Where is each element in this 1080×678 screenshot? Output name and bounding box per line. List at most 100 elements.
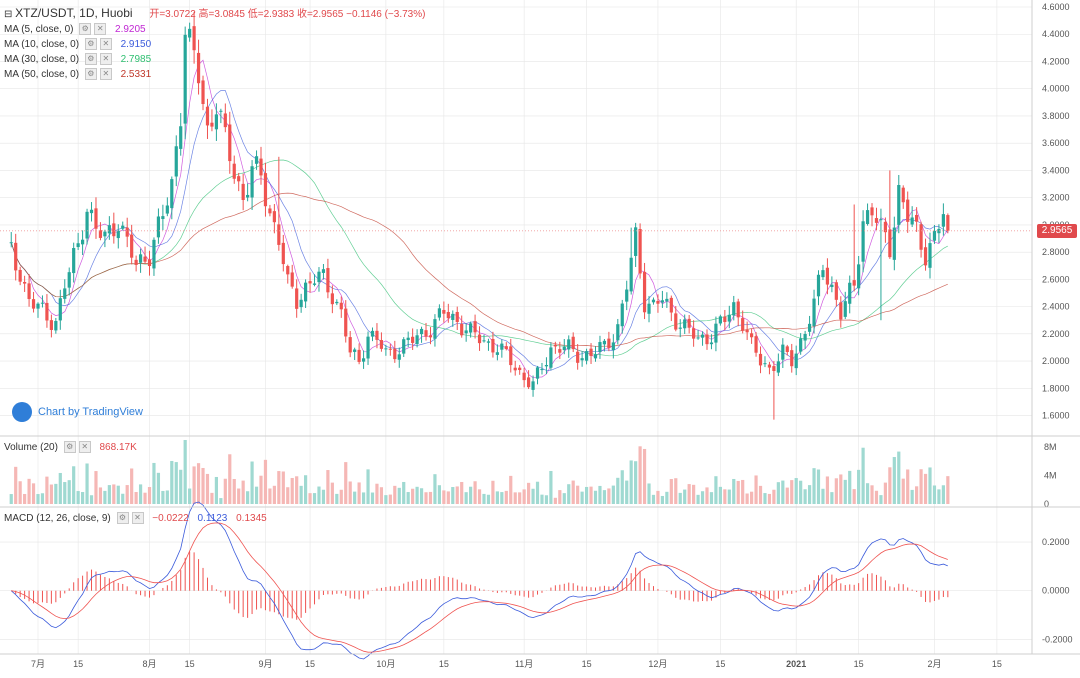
volume-bar <box>326 470 330 504</box>
volume-bar <box>638 446 642 504</box>
time-tick-label: 15 <box>73 659 83 669</box>
settings-icon[interactable]: ⚙ <box>63 441 76 454</box>
volume-bar <box>718 486 722 504</box>
volume-bar <box>130 468 134 504</box>
settings-icon[interactable]: ⚙ <box>84 53 97 66</box>
candle-body <box>535 367 540 379</box>
volume-bar <box>143 492 147 504</box>
candle-body <box>174 146 178 177</box>
volume-bar <box>339 489 343 504</box>
macd-line-value: 0.1123 <box>197 513 228 524</box>
volume-bar <box>692 484 696 504</box>
close-icon[interactable]: ✕ <box>99 68 112 81</box>
close-icon[interactable]: ✕ <box>131 512 144 525</box>
volume-bar <box>290 477 294 504</box>
macd-legend[interactable]: MACD (12, 26, close, 9) ⚙ ✕ −0.0222 0.112… <box>4 512 267 526</box>
ma-label: MA (10, close, 0) <box>4 39 80 50</box>
settings-icon[interactable]: ⚙ <box>79 23 92 36</box>
volume-tick-label: 8M <box>1044 442 1057 452</box>
candle-body <box>696 337 700 339</box>
candle-body <box>165 205 169 214</box>
candle-body <box>152 239 156 269</box>
macd-hist-value: −0.0222 <box>152 513 189 524</box>
collapse-icon[interactable]: ⊟ <box>4 9 13 20</box>
tradingview-brand[interactable]: Chart by TradingView <box>12 402 143 422</box>
candle-body <box>353 349 357 352</box>
close-icon[interactable]: ✕ <box>99 38 112 51</box>
candle-body <box>241 183 245 200</box>
volume-bar <box>63 482 67 504</box>
candle-body <box>370 330 375 337</box>
candle-body <box>344 308 348 337</box>
volume-bar <box>491 480 495 504</box>
volume-bar <box>170 460 174 504</box>
volume-bar <box>750 491 754 504</box>
volume-bar <box>397 487 401 504</box>
volume-bar <box>254 486 259 504</box>
volume-legend[interactable]: Volume (20) ⚙ ✕ 868.17K <box>4 441 137 455</box>
candle-body <box>246 194 250 198</box>
volume-tick-label: 4M <box>1044 471 1057 481</box>
candle-body <box>134 259 138 265</box>
candle-body <box>45 302 49 321</box>
candle-body <box>31 299 36 309</box>
settings-icon[interactable]: ⚙ <box>84 38 97 51</box>
candle-body <box>76 243 80 248</box>
candle-body <box>660 300 664 303</box>
candle-body <box>665 298 669 302</box>
close-icon[interactable]: ✕ <box>94 23 107 36</box>
ma-legend-0[interactable]: MA (5, close, 0) ⚙ ✕ 2.9205 <box>4 23 146 37</box>
volume-bar <box>852 489 856 504</box>
close-icon[interactable]: ✕ <box>99 53 112 66</box>
candle-body <box>562 346 566 351</box>
volume-bar <box>67 480 71 504</box>
volume-bar <box>138 484 143 504</box>
ma-legend-2[interactable]: MA (30, close, 0) ⚙ ✕ 2.7985 <box>4 53 151 67</box>
volume-bar <box>286 487 290 504</box>
volume-bar <box>509 475 513 504</box>
symbol-title[interactable]: XTZ/USDT, 1D, Huobi <box>15 6 133 20</box>
volume-bar <box>834 478 838 504</box>
volume-bar <box>112 484 116 504</box>
candle-body <box>700 334 705 338</box>
candle-body <box>745 329 749 333</box>
volume-bar <box>312 493 317 504</box>
candle-body <box>656 300 660 304</box>
close-icon[interactable]: ✕ <box>78 441 91 454</box>
volume-bar <box>482 493 486 504</box>
candle-body <box>727 314 731 322</box>
volume-bar <box>317 486 321 504</box>
time-tick-label: 15 <box>854 659 864 669</box>
candle-body <box>816 274 821 297</box>
candle-body <box>272 211 276 223</box>
volume-bar <box>611 485 615 504</box>
candle-body <box>98 230 103 238</box>
volume-bar <box>375 483 379 504</box>
ma-legend-3[interactable]: MA (50, close, 0) ⚙ ✕ 2.5331 <box>4 68 151 82</box>
volume-bar <box>576 485 580 504</box>
candle-body <box>107 225 111 234</box>
candle-body <box>767 364 772 368</box>
volume-bar <box>736 480 740 504</box>
candle-body <box>723 316 727 323</box>
volume-bar <box>147 487 152 504</box>
candle-body <box>879 219 883 221</box>
settings-icon[interactable]: ⚙ <box>116 512 129 525</box>
volume-bar <box>567 484 571 504</box>
volume-bar <box>593 490 598 504</box>
volume-bar <box>642 448 647 504</box>
candle-body <box>223 113 227 128</box>
volume-bar <box>250 461 254 504</box>
candle-body <box>89 209 94 214</box>
volume-bar <box>620 470 624 504</box>
candle-body <box>295 288 299 309</box>
volume-bar <box>932 485 937 504</box>
ma-legend-1[interactable]: MA (10, close, 0) ⚙ ✕ 2.9150 <box>4 38 151 52</box>
candle-body <box>794 353 798 369</box>
candle-body <box>85 211 89 239</box>
price-tick-label: 4.4000 <box>1042 29 1070 39</box>
candle-body <box>54 320 58 331</box>
settings-icon[interactable]: ⚙ <box>84 68 97 81</box>
time-tick-label: 10月 <box>376 659 395 669</box>
